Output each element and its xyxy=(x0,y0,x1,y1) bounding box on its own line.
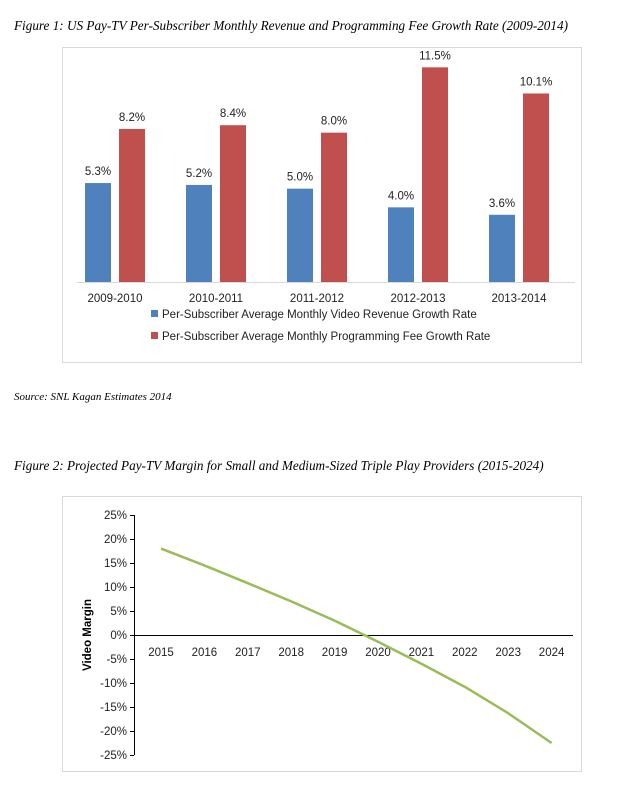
video-margin-line xyxy=(160,547,553,745)
y-tick-label: 15% xyxy=(104,558,127,570)
legend-swatch xyxy=(151,332,158,339)
data-label: 8.2% xyxy=(119,112,145,124)
bar-programming-fee xyxy=(321,132,347,282)
line-chart: 25% 20% 15% 10% 5% 0% -5% -10% -15% -20% -25% 2015 2… xyxy=(82,510,573,762)
figure1-caption: Figure 1: US Pay-TV Per-Subscriber Month… xyxy=(14,18,568,33)
x-tick-label: 2013-2014 xyxy=(492,293,548,305)
y-tick-label: 5% xyxy=(110,606,127,618)
y-tick-label: 10% xyxy=(104,582,127,594)
y-tick-label: -5% xyxy=(107,654,127,666)
x-tick-label: 2017 xyxy=(235,647,261,659)
bar-video-revenue xyxy=(186,184,212,282)
x-tick-label: 2010-2011 xyxy=(189,293,243,305)
bar-programming-fee xyxy=(523,93,549,282)
x-tick-label: 2021 xyxy=(409,647,435,659)
data-label: 3.6% xyxy=(489,198,515,210)
x-tick-label: 2018 xyxy=(278,647,304,659)
bar-video-revenue xyxy=(85,183,111,282)
y-tick-label: 0% xyxy=(110,630,127,642)
y-tick-label: 20% xyxy=(104,534,127,546)
bar-chart: 5.3% 8.2% 2009-2010 5.2% 8.4% 2010-2011 5.0% 8.… xyxy=(77,50,575,343)
figure2-caption: Figure 2: Projected Pay-TV Margin for Sm… xyxy=(14,458,544,473)
x-tick-label: 2022 xyxy=(452,647,478,659)
x-tick-label: 2009-2010 xyxy=(88,293,143,305)
x-tick-label: 2024 xyxy=(539,647,565,659)
source-note: Source: SNL Kagan Estimates 2014 xyxy=(14,391,172,403)
y-tick-label: 25% xyxy=(104,510,127,522)
y-tick-label: -25% xyxy=(100,750,127,762)
x-tick-label: 2012-2013 xyxy=(391,293,446,305)
data-label: 5.0% xyxy=(287,172,313,184)
y-tick-label: -20% xyxy=(100,726,127,738)
bar-video-revenue xyxy=(489,214,515,282)
bar-programming-fee xyxy=(220,125,246,282)
bar-programming-fee xyxy=(119,128,145,282)
data-label: 11.5% xyxy=(419,50,451,62)
legend-label: Per-Subscriber Average Monthly Programmi… xyxy=(162,331,490,343)
data-label: 8.4% xyxy=(220,108,246,120)
data-label: 4.0% xyxy=(388,190,414,202)
legend-label: Per-Subscriber Average Monthly Video Rev… xyxy=(162,309,477,321)
x-tick-label: 2011-2012 xyxy=(290,293,344,305)
x-tick-label: 2015 xyxy=(148,647,174,659)
data-label: 10.1% xyxy=(520,76,553,88)
y-tick-label: -15% xyxy=(100,702,127,714)
data-label: 8.0% xyxy=(321,116,347,128)
bar-programming-fee xyxy=(422,67,448,282)
x-tick-label: 2016 xyxy=(192,647,218,659)
legend-swatch xyxy=(151,310,158,317)
data-label: 5.3% xyxy=(85,166,111,178)
bar-video-revenue xyxy=(388,207,414,282)
x-tick-label: 2023 xyxy=(495,647,521,659)
data-label: 5.2% xyxy=(186,168,212,180)
y-tick-label: -10% xyxy=(100,678,127,690)
y-axis-title: Video Margin xyxy=(82,599,94,671)
bar-video-revenue xyxy=(287,188,313,282)
x-tick-label: 2019 xyxy=(322,647,348,659)
bar-chart-frame: 5.3% 8.2% 2009-2010 5.2% 8.4% 2010-2011 5.0% 8.… xyxy=(62,47,582,363)
x-tick-label: 2020 xyxy=(365,647,391,659)
line-chart-frame: 25% 20% 15% 10% 5% 0% -5% -10% -15% -20% -25% 2015 2… xyxy=(62,496,582,772)
